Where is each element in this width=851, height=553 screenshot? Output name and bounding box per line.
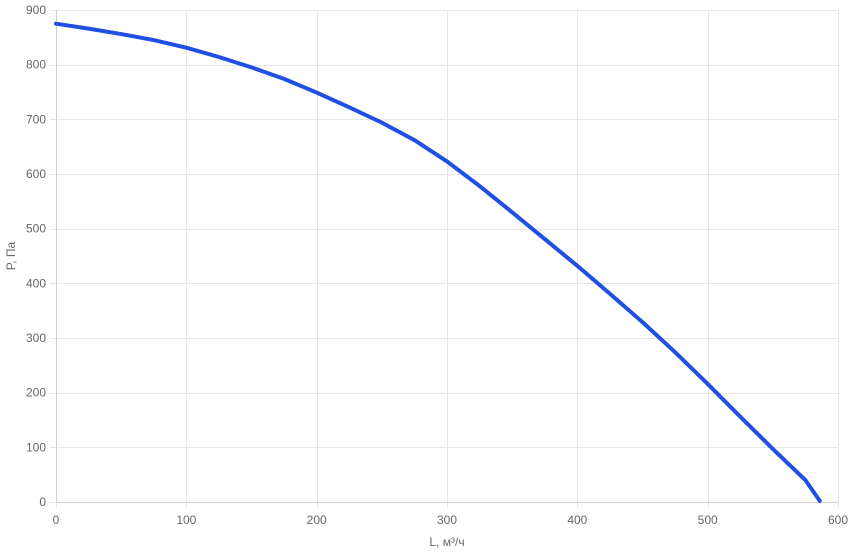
series-layer [54,21,822,503]
y-tick-label: 900 [26,3,46,17]
x-tick-label: 600 [828,513,848,527]
x-tick-label: 300 [437,513,457,527]
series-line [54,21,822,503]
y-tick-label: 500 [26,222,46,236]
y-axis-title: P, Па [4,241,18,270]
y-tick-label: 800 [26,58,46,72]
grid-lines [56,10,839,503]
y-tick-label: 200 [26,386,46,400]
tick-labels: 0 100 200 300 400 500 600 0 100 200 300 400 500 600 70… [26,3,848,527]
x-tick-label: 200 [307,513,327,527]
x-tick-label: 400 [567,513,587,527]
y-tick-label: 600 [26,167,46,181]
x-tick-label: 500 [698,513,718,527]
y-tick-label: 100 [26,440,46,454]
y-tick-label: 400 [26,276,46,290]
x-tick-label: 100 [176,513,196,527]
x-axis-title: L, м³/ч [429,535,464,549]
y-tick-label: 0 [39,495,46,509]
axes [50,10,839,508]
y-tick-label: 700 [26,112,46,126]
x-tick-label: 0 [53,513,60,527]
y-tick-label: 300 [26,331,46,345]
